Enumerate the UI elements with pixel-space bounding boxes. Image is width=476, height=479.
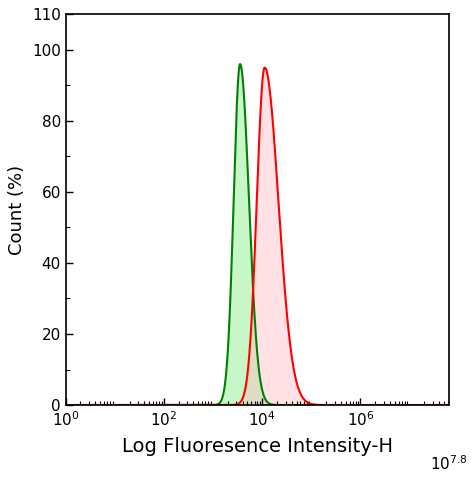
X-axis label: Log Fluoresence Intensity-H: Log Fluoresence Intensity-H — [122, 437, 393, 456]
Y-axis label: Count (%): Count (%) — [9, 165, 26, 255]
Text: $10^{7.8}$: $10^{7.8}$ — [430, 455, 467, 473]
